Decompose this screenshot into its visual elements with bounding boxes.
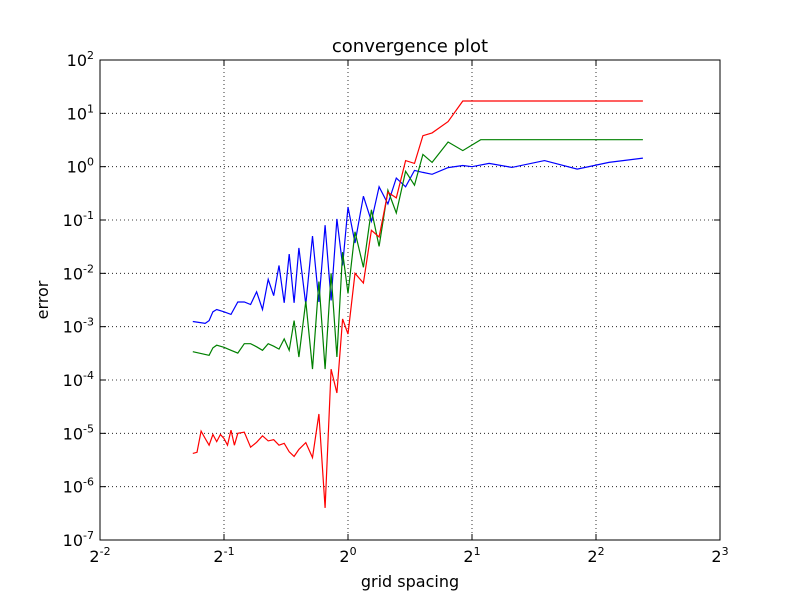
y-tick-label: 101 <box>67 102 94 123</box>
x-tick-label: 21 <box>463 545 480 566</box>
x-tick-label: 20 <box>339 545 356 566</box>
series-lines <box>192 100 643 508</box>
series-line-1 <box>192 157 643 325</box>
series-line-3 <box>192 100 643 508</box>
x-axis-label: grid spacing <box>361 572 459 591</box>
y-tick-label: 10-3 <box>63 316 94 337</box>
chart-title: convergence plot <box>332 36 488 57</box>
y-axis-label: error <box>33 280 52 319</box>
x-tick-label: 2-1 <box>213 545 234 566</box>
series-line-2 <box>192 139 643 370</box>
y-tick-label: 10-4 <box>63 369 94 390</box>
y-tick-label: 10-2 <box>63 262 94 283</box>
y-tick-label: 10-6 <box>63 476 94 497</box>
plot-area-frame <box>99 59 721 541</box>
x-tick-label: 22 <box>587 545 604 566</box>
x-tick-label: 23 <box>711 545 728 566</box>
y-tick-label: 10-1 <box>63 209 94 230</box>
x-tick-label: 2-2 <box>89 545 110 566</box>
y-tick-label: 10-7 <box>63 529 94 550</box>
y-tick-label: 102 <box>67 49 94 70</box>
grid-lines <box>100 60 720 540</box>
y-tick-label: 100 <box>67 156 94 177</box>
axis-ticks: 2-2 2-1 20 21 22 23 10-7 10-6 10-5 10-4 10-3 10-2 10… <box>63 49 729 566</box>
y-tick-label: 10-5 <box>63 422 94 443</box>
